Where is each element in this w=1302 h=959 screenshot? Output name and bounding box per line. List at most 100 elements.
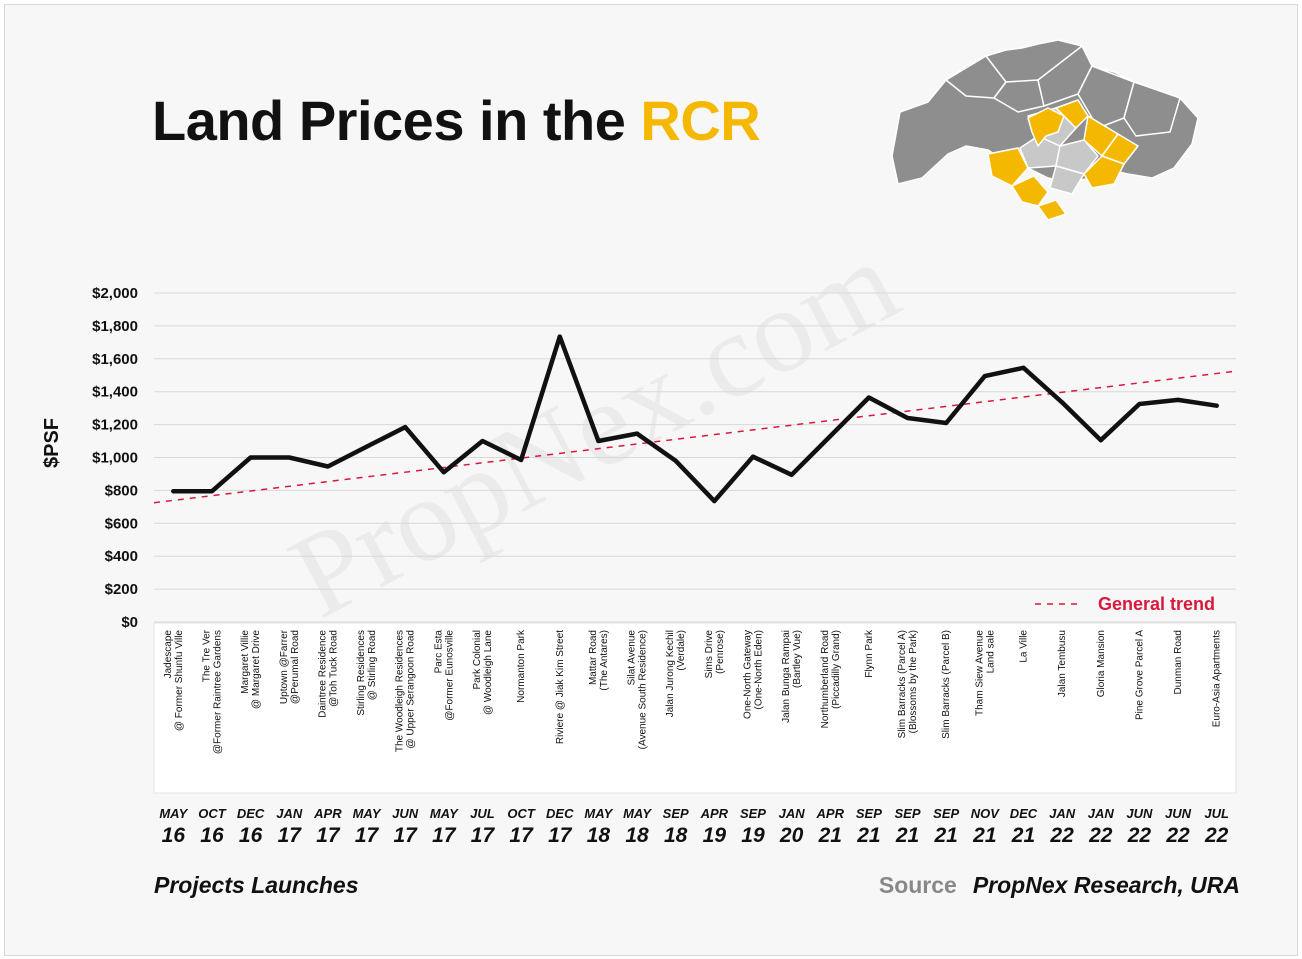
data-point — [1137, 402, 1142, 407]
year-label: 17 — [355, 824, 380, 847]
month-label: JAN — [276, 806, 303, 821]
month-label: JUN — [392, 806, 419, 821]
year-label: 22 — [1049, 824, 1074, 847]
year-label: 17 — [471, 824, 496, 847]
source-text: PropNex Research, URA — [972, 872, 1240, 898]
y-tick-label: $1,200 — [92, 417, 138, 434]
data-point — [209, 489, 214, 494]
title-highlight: RCR — [640, 89, 761, 152]
data-point — [557, 334, 562, 339]
data-point — [1214, 403, 1219, 408]
year-label: 17 — [278, 824, 303, 847]
data-point — [596, 439, 601, 444]
month-label: MAY — [353, 806, 382, 821]
year-label: 21 — [972, 824, 996, 847]
category-label: Slim Barracks (Parcel A)(Blossoms by the… — [897, 630, 919, 738]
month-label: DEC — [237, 806, 265, 821]
year-label: 22 — [1204, 824, 1229, 847]
trend-line — [153, 370, 1237, 504]
data-point — [1060, 400, 1065, 405]
data-point — [1176, 397, 1181, 402]
month-label: MAY — [430, 806, 459, 821]
category-label: Uptown @Farrer@Perumal Road — [279, 629, 301, 704]
year-label: 16 — [239, 824, 263, 847]
month-label: APR — [816, 806, 845, 821]
month-label: OCT — [198, 806, 227, 821]
data-point — [519, 457, 524, 462]
category-label: One-North Gateway(One-North Eden) — [742, 630, 764, 719]
month-label: SEP — [933, 806, 959, 821]
category-label: Jadescape@ Former Shunfu Ville — [163, 630, 185, 732]
data-point — [905, 416, 910, 421]
data-point — [828, 434, 833, 439]
year-label: 17 — [548, 824, 573, 847]
month-label: JAN — [1049, 806, 1076, 821]
data-point — [364, 444, 369, 449]
month-label: JAN — [779, 806, 806, 821]
month-label: SEP — [663, 806, 689, 821]
data-point — [944, 420, 949, 425]
category-label: Stirling Residences@ Stirling Road — [356, 630, 378, 716]
month-label: JUL — [470, 806, 495, 821]
data-point — [750, 454, 755, 459]
data-point — [1021, 365, 1026, 370]
month-label: NOV — [971, 806, 1001, 821]
category-label: Parc Esta@Former Eunosville — [433, 630, 455, 721]
year-label: 19 — [703, 824, 727, 847]
year-label: 17 — [432, 824, 457, 847]
category-label: La Ville — [1018, 630, 1029, 663]
y-tick-label: $1,600 — [92, 351, 138, 368]
data-point — [441, 470, 446, 475]
data-point — [635, 431, 640, 436]
category-label: Silat Avenue(Avenue South Residence) — [627, 630, 649, 750]
category-label: Dunman Road — [1173, 630, 1184, 694]
year-label: 22 — [1127, 824, 1152, 847]
data-point — [673, 458, 678, 463]
month-label: JUN — [1126, 806, 1153, 821]
year-label: 21 — [933, 824, 957, 847]
category-label: Flynn Park — [864, 629, 875, 678]
year-label: 21 — [895, 824, 919, 847]
data-point — [403, 425, 408, 430]
data-point — [1098, 438, 1103, 443]
data-point — [171, 489, 176, 494]
year-label: 22 — [1088, 824, 1113, 847]
year-label: 21 — [1011, 824, 1035, 847]
month-label: DEC — [546, 806, 574, 821]
year-label: 20 — [779, 824, 804, 847]
category-label: Mattar Road(The Antares) — [588, 630, 610, 691]
data-point — [325, 464, 330, 469]
year-label: 18 — [664, 824, 688, 847]
month-label: APR — [700, 806, 729, 821]
y-tick-label: $1,800 — [92, 318, 138, 335]
page-title: Land Prices in the RCR — [152, 89, 761, 152]
y-tick-label: $200 — [105, 581, 138, 598]
year-label: 16 — [162, 824, 186, 847]
y-tick-label: $400 — [105, 548, 138, 565]
category-label: Margaret Villie@ Margaret Drive — [240, 630, 262, 709]
y-axis-label: $PSF — [41, 418, 63, 468]
year-label: 18 — [625, 824, 649, 847]
category-label: Daintree Residence@Toh Tuck Road — [317, 630, 339, 718]
month-label: MAY — [584, 806, 613, 821]
month-label: JUN — [1165, 806, 1192, 821]
source-note: Source PropNex Research, URA — [879, 872, 1240, 899]
year-label: 19 — [741, 824, 765, 847]
category-label: Jalan Bunga Rampai(Bartley Vue) — [781, 630, 803, 723]
legend-general-trend: General trend — [1098, 594, 1215, 614]
y-tick-label: $800 — [105, 482, 138, 499]
data-point — [866, 395, 871, 400]
category-label: Pine Grove Parcel A — [1134, 630, 1145, 720]
category-label: Slim Barracks (Parcel B) — [941, 630, 952, 739]
y-tick-label: $2,000 — [92, 285, 138, 302]
data-point — [248, 455, 253, 460]
category-label: Jalan Jurong Kechil(Verdale) — [665, 630, 687, 717]
category-label: Euro-Asia Apartments — [1212, 630, 1223, 727]
year-label: 17 — [509, 824, 534, 847]
data-point — [287, 455, 292, 460]
data-point — [982, 374, 987, 379]
month-label: DEC — [1010, 806, 1038, 821]
year-label: 21 — [856, 824, 880, 847]
month-label: MAY — [159, 806, 188, 821]
